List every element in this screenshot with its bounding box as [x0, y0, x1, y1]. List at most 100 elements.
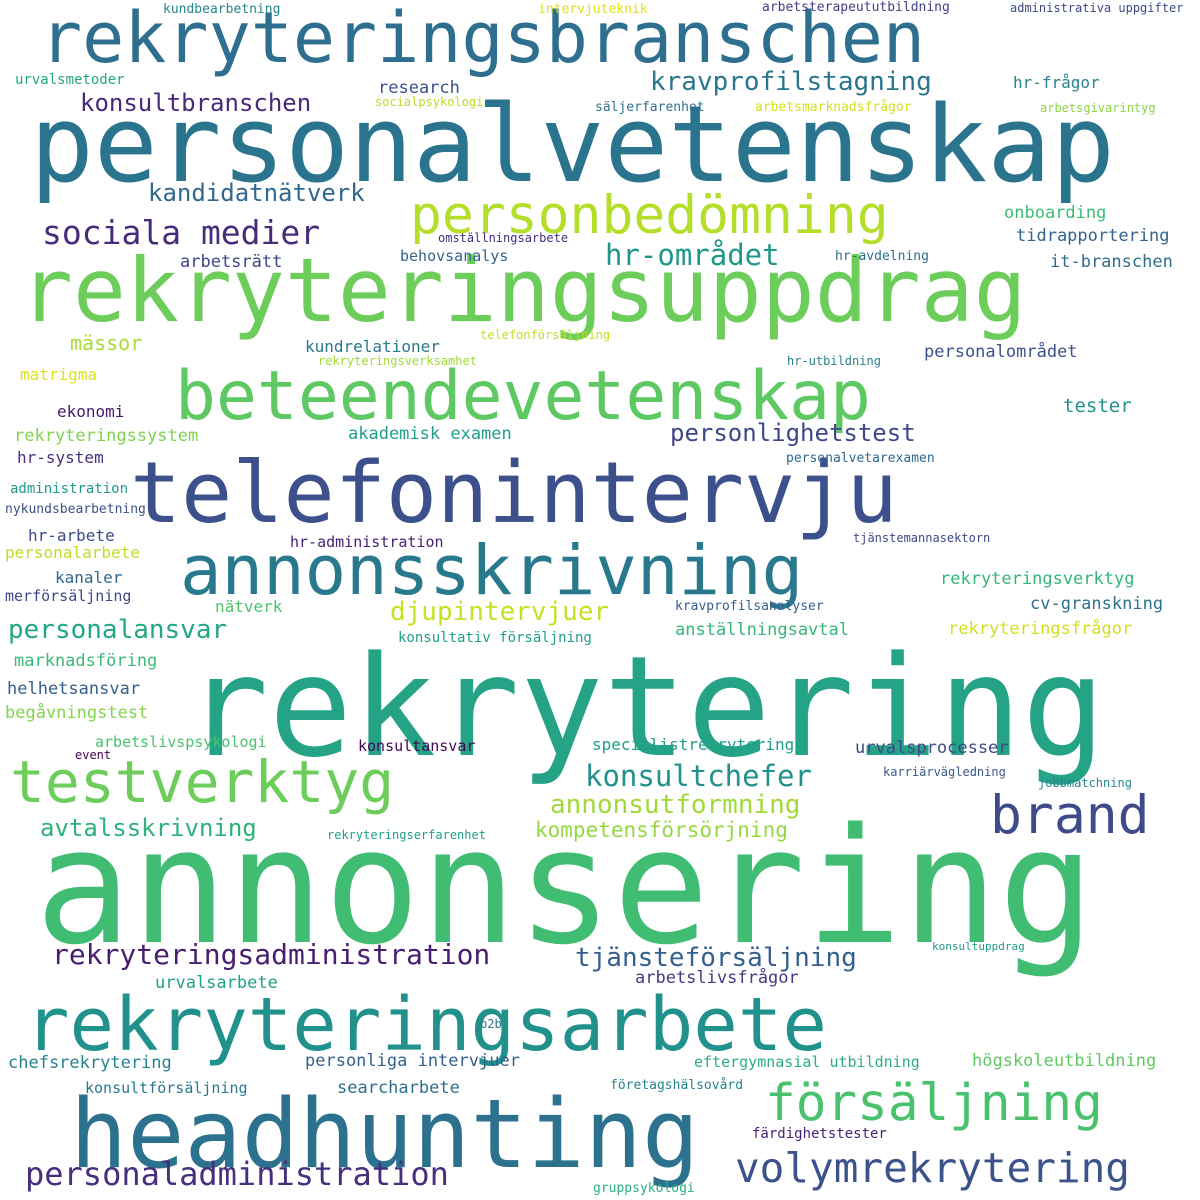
word: hr-avdelning: [835, 248, 929, 264]
word: konsultbranschen: [80, 89, 312, 117]
word: merförsäljning: [5, 586, 132, 605]
word: rekryteringsarbete: [25, 982, 827, 1068]
word: arbetsrätt: [180, 251, 283, 272]
word: arbetsgivarintyg: [1040, 101, 1156, 115]
word: b2b: [480, 1017, 502, 1031]
word: hr-området: [605, 237, 780, 272]
word: konsultchefer: [585, 758, 812, 793]
word: rekrytering: [185, 625, 1106, 788]
word: kandidatnätverk: [148, 179, 365, 207]
word: searcharbete: [337, 1077, 460, 1098]
word: begåvningstest: [5, 702, 149, 723]
word: hr-administration: [290, 532, 444, 551]
word: anställningsavtal: [675, 619, 849, 640]
word: event: [75, 748, 112, 762]
word: nätverk: [215, 597, 283, 616]
word: urvalsarbete: [155, 972, 278, 993]
word: rekryteringsuppdrag: [20, 239, 1027, 342]
word: personalvetarexamen: [786, 450, 935, 466]
word: annonsskrivning: [180, 530, 804, 611]
word: it-branschen: [1050, 251, 1173, 272]
word: kompetensförsörjning: [535, 817, 788, 842]
word: personalvetenskap: [30, 83, 1115, 206]
word: tester: [1063, 394, 1132, 417]
word: hr-frågor: [1013, 73, 1100, 92]
word: konsultansvar: [358, 736, 476, 755]
word: personalområdet: [924, 341, 1078, 362]
word: rekryteringsbranschen: [40, 0, 926, 79]
word: personliga intervjuer: [305, 1050, 520, 1071]
word: konsultförsäljning: [85, 1078, 248, 1097]
word: gruppsykologi: [593, 1180, 695, 1196]
word: omställningsarbete: [438, 231, 569, 245]
word: cv-granskning: [1030, 593, 1164, 614]
word: karriärvägledning: [883, 765, 1006, 779]
word: headhunting: [70, 1079, 700, 1190]
word: telefonförsäljning: [480, 328, 611, 342]
word: kundrelationer: [305, 337, 440, 356]
word: konsultativ försäljning: [398, 630, 592, 646]
word: tjänsteförsäljning: [575, 943, 857, 973]
word: volymrekrytering: [735, 1143, 1130, 1192]
word: rekryteringsadministration: [52, 938, 491, 971]
word: personlighetstest: [670, 419, 916, 447]
word: rekryteringssystem: [14, 425, 199, 446]
word: företagshälsovård: [610, 1077, 744, 1093]
word: rekryteringsverksamhet: [318, 354, 477, 368]
word: högskoleutbildning: [972, 1050, 1157, 1071]
word: annonsering: [35, 793, 1095, 980]
word: kravprofilsanalyser: [675, 598, 824, 614]
word: kravprofilstagning: [650, 67, 932, 97]
word: onboarding: [1004, 202, 1107, 223]
word: djupintervjuer: [390, 597, 610, 627]
word: brand: [990, 784, 1150, 846]
word: rekryteringserfarenhet: [327, 828, 486, 842]
word: personbedömning: [410, 184, 889, 246]
word: marknadsföring: [14, 650, 158, 671]
word: research: [378, 77, 460, 98]
word: personalansvar: [8, 615, 228, 645]
word: ekonomi: [57, 402, 125, 421]
word: färdighetstester: [752, 1126, 887, 1142]
word: arbetsterapeututbildning: [762, 0, 950, 15]
word: administration: [10, 481, 129, 497]
word: personalarbete: [5, 543, 140, 562]
word: administrativa uppgifter: [1010, 1, 1184, 15]
word: kanaler: [55, 568, 123, 587]
word: eftergymnasial utbildning: [694, 1052, 920, 1071]
word: personaladministration: [25, 1155, 449, 1193]
word: konsultuppdrag: [932, 939, 1025, 953]
word: tjänstemannasektorn: [853, 531, 991, 545]
word: annonsutformning: [550, 790, 801, 820]
word: säljerfarenhet: [595, 99, 705, 115]
word: jobbmatchning: [1038, 776, 1132, 790]
word: arbetsmarknadsfrågor: [755, 99, 912, 115]
word: hr-arbete: [28, 526, 115, 545]
word: chefsrekrytering: [8, 1052, 172, 1073]
word: kundbearbetning: [163, 1, 281, 17]
word: testverktyg: [10, 748, 395, 816]
word: specialistrekrytering: [592, 735, 795, 754]
word: tidrapportering: [1016, 225, 1170, 246]
word: arbetslivsfrågor: [635, 967, 799, 988]
word: rekryteringsverktyg: [940, 568, 1135, 589]
word: hr-system: [17, 448, 104, 467]
word: behovsanalys: [400, 246, 509, 265]
word: mässor: [70, 331, 143, 355]
word: hr-utbildning: [787, 354, 881, 368]
word: intervjuteknik: [538, 1, 648, 17]
word: urvalsmetoder: [15, 72, 125, 88]
word: beteendevetenskap: [175, 357, 871, 436]
word: socialpsykologi: [375, 95, 484, 109]
word: sociala medier: [42, 212, 321, 252]
word: akademisk examen: [348, 423, 512, 444]
word: avtalsskrivning: [40, 814, 257, 842]
word: arbetslivspsykologi: [95, 732, 267, 751]
word: nykundsbearbetning: [5, 501, 146, 517]
word: matrigma: [20, 365, 98, 384]
word: urvalsprocesser: [855, 737, 1009, 758]
word: försäljning: [765, 1073, 1103, 1133]
word: telefonintervju: [130, 443, 898, 543]
word: helhetsansvar: [7, 678, 141, 699]
